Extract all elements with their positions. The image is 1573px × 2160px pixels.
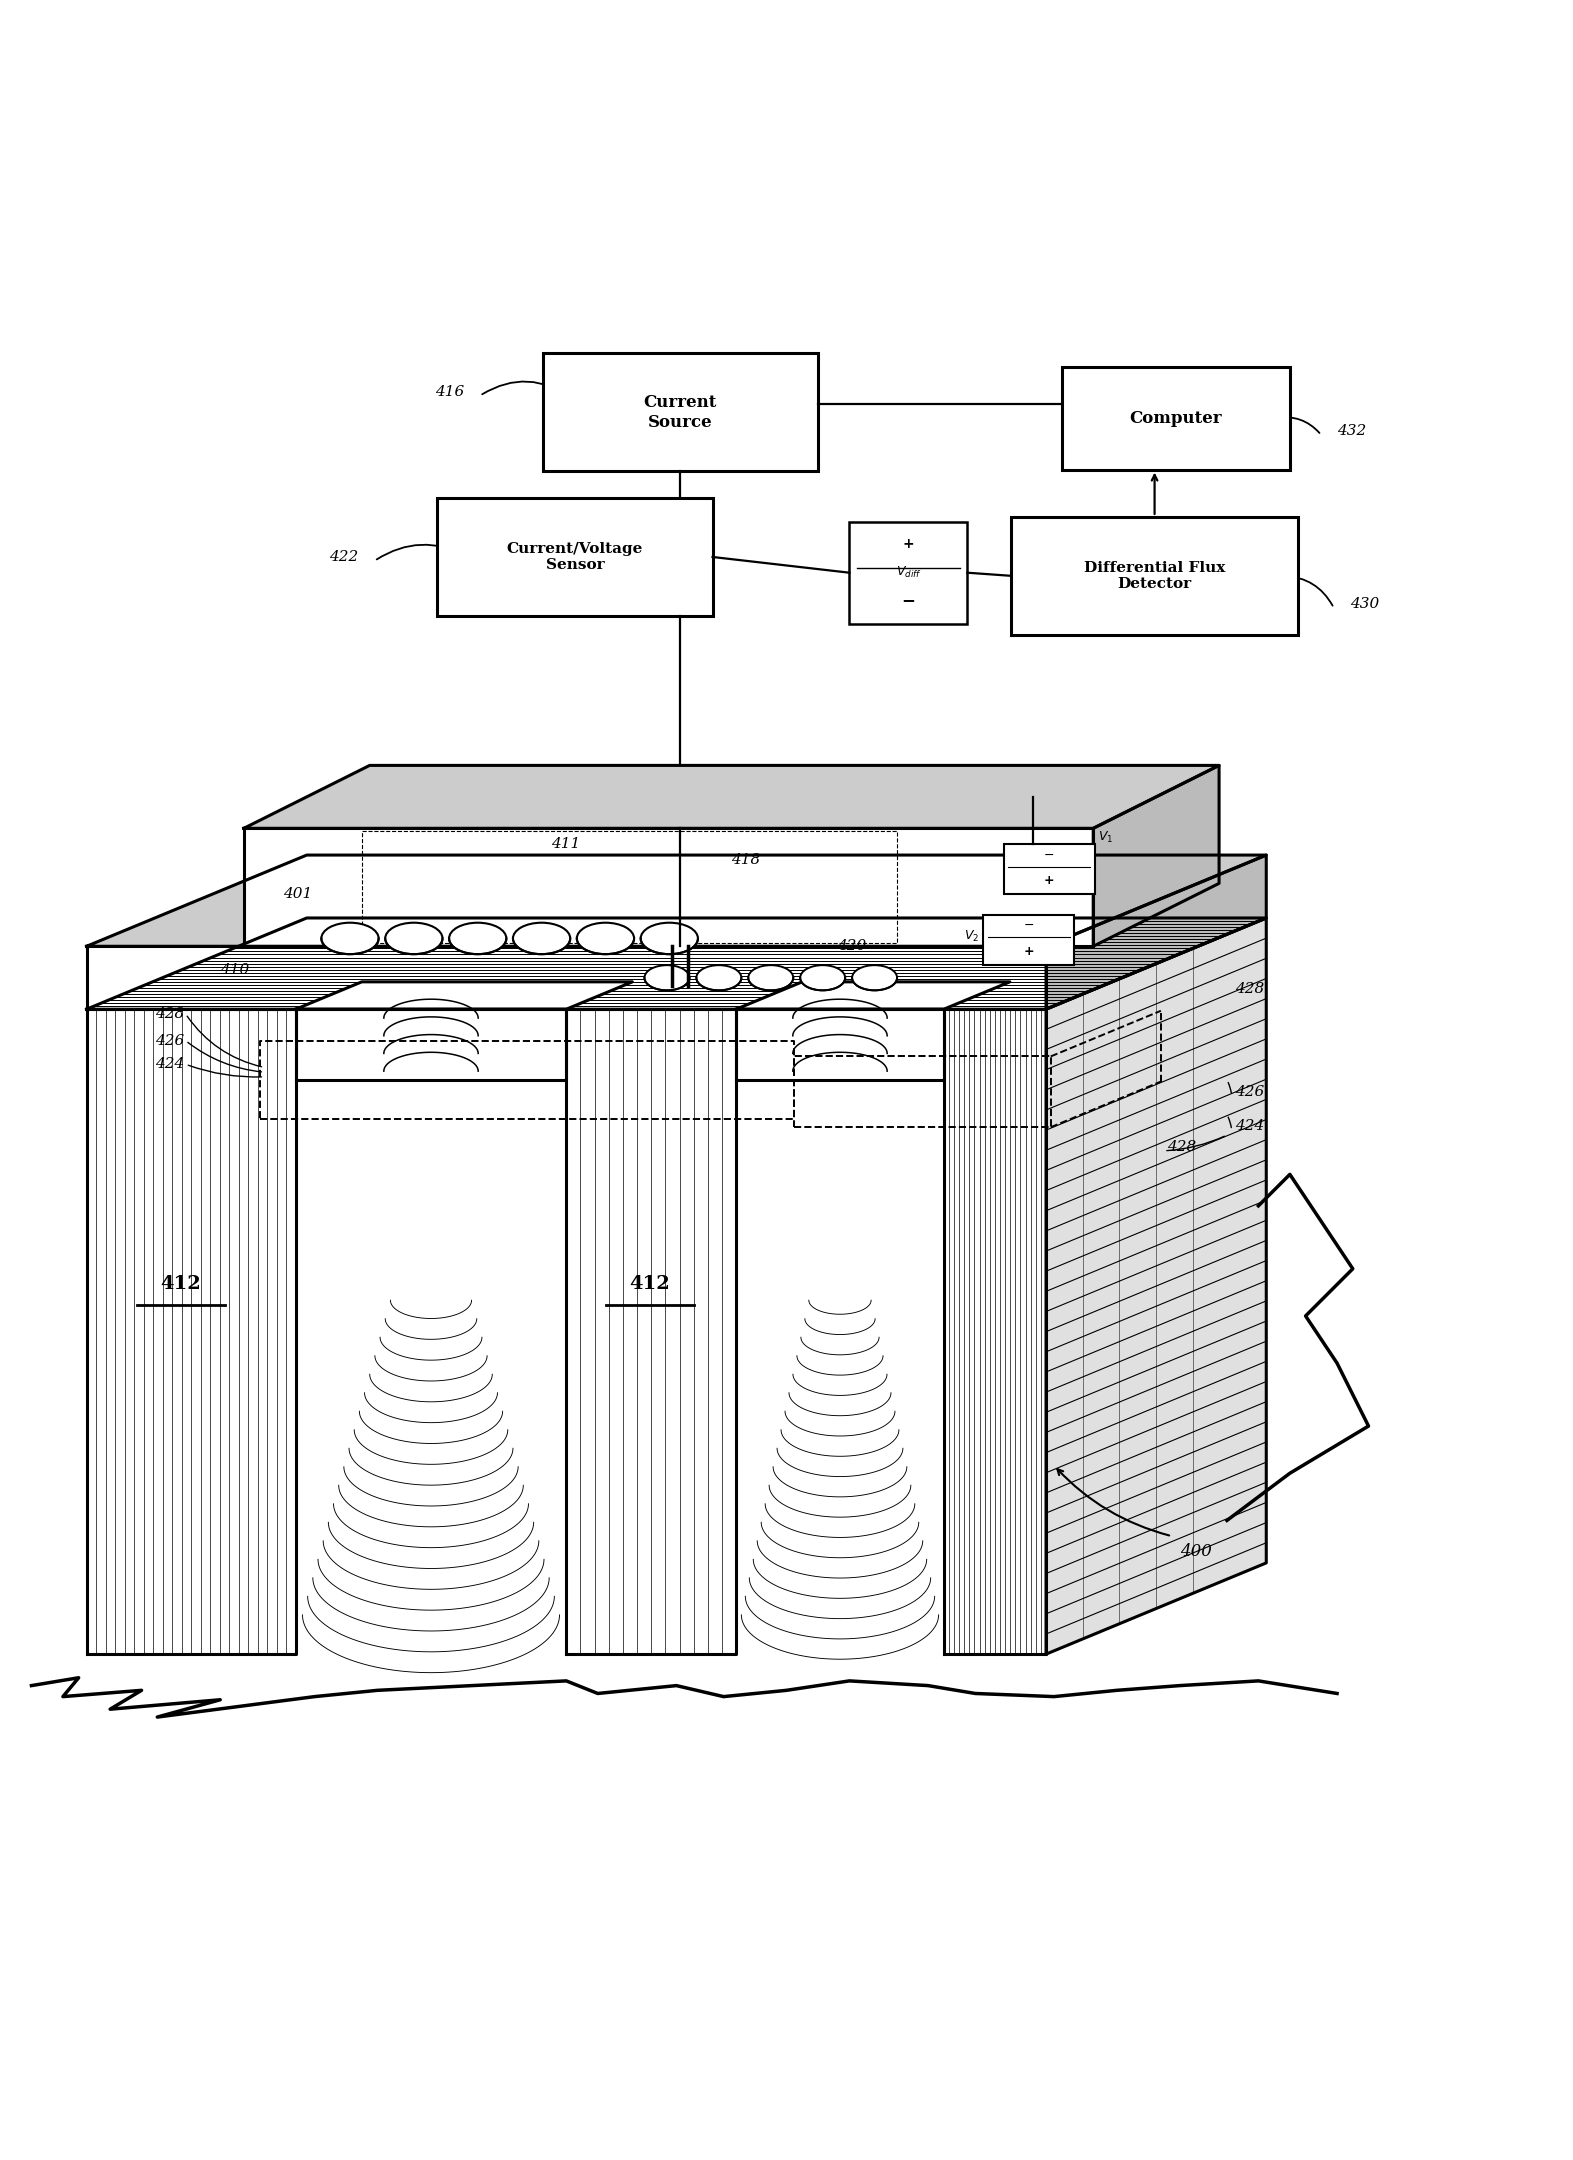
Ellipse shape (697, 966, 741, 989)
Text: 432: 432 (1337, 423, 1367, 438)
Bar (1062, 367, 1290, 469)
Text: −: − (1044, 849, 1054, 862)
Text: 416: 416 (434, 384, 464, 400)
Polygon shape (1046, 855, 1266, 1009)
Text: 410: 410 (220, 963, 250, 976)
Text: −: − (901, 592, 915, 609)
Text: 400: 400 (1180, 1544, 1211, 1560)
Text: 426: 426 (1235, 1084, 1265, 1099)
Polygon shape (296, 983, 632, 1009)
Text: −: − (1024, 920, 1033, 933)
Polygon shape (244, 827, 1093, 946)
Text: 411: 411 (551, 838, 580, 851)
Text: Current
Source: Current Source (643, 393, 717, 430)
Text: Computer: Computer (1129, 410, 1222, 428)
Ellipse shape (801, 966, 845, 989)
Text: 430: 430 (1350, 596, 1380, 611)
Text: 424: 424 (154, 1056, 184, 1071)
Text: Current/Voltage
Sensor: Current/Voltage Sensor (507, 542, 643, 572)
Polygon shape (566, 1009, 736, 1655)
Text: 401: 401 (283, 888, 313, 901)
Polygon shape (87, 946, 1046, 1009)
Polygon shape (736, 983, 1010, 1009)
Polygon shape (1046, 918, 1266, 1655)
Ellipse shape (577, 922, 634, 955)
Text: 428: 428 (1235, 983, 1265, 996)
Ellipse shape (513, 922, 569, 955)
Text: 428: 428 (1167, 1140, 1197, 1153)
Text: 424: 424 (1235, 1119, 1265, 1134)
Polygon shape (1093, 765, 1219, 946)
Bar (437, 499, 713, 616)
Ellipse shape (749, 966, 793, 989)
Bar (543, 354, 818, 471)
Polygon shape (736, 1009, 944, 1080)
Polygon shape (244, 765, 1219, 827)
Bar (1004, 845, 1095, 894)
Text: 420: 420 (837, 940, 867, 953)
Polygon shape (87, 855, 1266, 946)
Ellipse shape (385, 922, 442, 955)
Polygon shape (87, 918, 1266, 1009)
Ellipse shape (853, 966, 897, 989)
Ellipse shape (321, 922, 379, 955)
Polygon shape (87, 1009, 296, 1655)
Text: +: + (1024, 944, 1033, 957)
Bar (983, 916, 1074, 966)
Bar (849, 521, 967, 624)
Text: $V_2$: $V_2$ (964, 929, 980, 944)
Text: $V_{diff}$: $V_{diff}$ (895, 566, 922, 581)
Text: 412: 412 (629, 1277, 670, 1294)
Ellipse shape (450, 922, 507, 955)
Text: Differential Flux
Detector: Differential Flux Detector (1084, 562, 1225, 592)
Ellipse shape (640, 922, 698, 955)
Polygon shape (296, 1009, 566, 1080)
Text: +: + (1044, 875, 1054, 888)
Text: +: + (903, 538, 914, 551)
Text: 418: 418 (731, 853, 761, 866)
Text: 412: 412 (160, 1277, 201, 1294)
Polygon shape (944, 1009, 1046, 1655)
Text: 428: 428 (154, 1007, 184, 1022)
Bar (1011, 516, 1298, 635)
Text: 426: 426 (154, 1035, 184, 1048)
Text: 422: 422 (329, 551, 359, 564)
Text: $V_1$: $V_1$ (1098, 829, 1114, 845)
Ellipse shape (645, 966, 689, 989)
